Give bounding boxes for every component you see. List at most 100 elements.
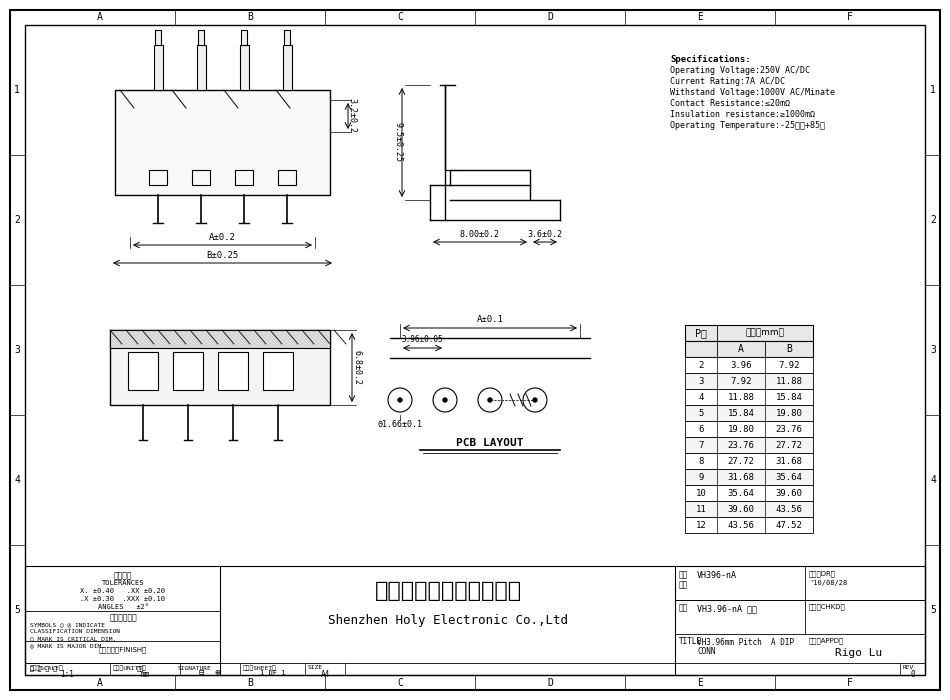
Bar [278,170,296,185]
Text: 表面处理（FINISH）: 表面处理（FINISH） [99,646,147,652]
Text: 改  动  描  述: 改 动 描 述 [30,666,57,671]
Text: F: F [847,678,853,688]
Text: 39.60: 39.60 [775,489,803,498]
Text: A: A [738,344,744,354]
Text: Rigo Lu: Rigo Lu [835,648,883,658]
Text: C: C [397,678,403,688]
Text: 27.72: 27.72 [775,440,803,449]
Text: A±0.2: A±0.2 [209,233,236,242]
Bar [685,469,813,485]
Bar [25,566,925,675]
Text: 15.84: 15.84 [775,393,803,402]
Text: SIZE: SIZE [308,665,323,670]
Text: 47.52: 47.52 [775,521,803,529]
Bar [685,517,813,533]
Text: CONN: CONN [697,647,715,656]
Text: 1: 1 [14,85,20,95]
Text: A: A [97,12,103,22]
Text: 工程: 工程 [679,570,688,579]
Text: 2: 2 [698,360,704,370]
Bar [685,341,813,357]
Text: 1 DF 1: 1 DF 1 [260,670,286,676]
Text: SYMBOLS ○ ◎ INDICATE: SYMBOLS ○ ◎ INDICATE [30,622,105,627]
Text: 2: 2 [930,215,936,225]
Bar [110,330,330,405]
Text: A: A [97,678,103,688]
Bar [685,357,813,373]
Text: 一般公差: 一般公差 [114,571,132,580]
Text: ◎ MARK IS MAJOR DIM.: ◎ MARK IS MAJOR DIM. [30,643,105,648]
Text: 4: 4 [14,475,20,485]
Text: 单位（UNITS）: 单位（UNITS） [113,665,146,671]
Text: 5: 5 [14,605,20,615]
Text: 10: 10 [695,489,707,498]
Bar [685,325,813,341]
Bar [154,45,162,90]
Bar [128,352,158,390]
Text: 张数（SHEET）: 张数（SHEET） [243,665,276,671]
Text: 2: 2 [14,215,20,225]
Bar [263,352,293,390]
Circle shape [398,398,402,402]
Bar [685,453,813,469]
Text: 标准（APPD）: 标准（APPD） [809,637,845,643]
Text: 11: 11 [695,505,707,514]
Text: VH3.96-nA 直针: VH3.96-nA 直针 [697,605,757,613]
Bar [685,485,813,501]
Text: 19.80: 19.80 [775,409,803,417]
Text: 3: 3 [930,345,936,355]
Text: 35.64: 35.64 [728,489,754,498]
Text: 15.84: 15.84 [728,409,754,417]
Text: 比例（SCALE）: 比例（SCALE） [30,665,64,671]
Text: .X ±0.30  .XXX ±0.10: .X ±0.30 .XXX ±0.10 [81,596,165,602]
Text: PCB LAYOUT: PCB LAYOUT [456,438,523,448]
Bar [115,90,330,195]
Text: VH3.96mm Pitch  A DIP: VH3.96mm Pitch A DIP [697,638,794,647]
Bar [110,330,330,348]
Text: B: B [247,12,253,22]
Text: 31.68: 31.68 [728,473,754,482]
Circle shape [533,398,537,402]
Text: 23.76: 23.76 [728,440,754,449]
Text: 3: 3 [698,377,704,386]
Text: 11.88: 11.88 [775,377,803,386]
Text: 5: 5 [698,409,704,417]
Text: 9.5±0.25: 9.5±0.25 [393,122,403,162]
Text: 3.96: 3.96 [731,360,751,370]
Bar [685,389,813,405]
Text: Insulation resistance:≥1000mΩ: Insulation resistance:≥1000mΩ [670,110,815,119]
Bar [239,45,249,90]
Text: 6.8±0.2: 6.8±0.2 [352,350,362,385]
Text: 12: 12 [695,521,707,529]
Circle shape [443,398,447,402]
Bar [284,30,290,45]
Text: 8.00±0.2: 8.00±0.2 [460,230,500,239]
Text: E: E [697,678,703,688]
Text: 11.88: 11.88 [728,393,754,402]
Text: 3.2±0.2: 3.2±0.2 [348,99,356,134]
Text: ⊟  ⊕: ⊟ ⊕ [200,668,220,677]
Bar [218,352,248,390]
Text: E: E [697,12,703,22]
Text: CLASSIFICATION DIMENSION: CLASSIFICATION DIMENSION [30,629,120,634]
Text: B: B [247,678,253,688]
Text: C: C [397,12,403,22]
Text: X. ±0.40   .XX ±0.20: X. ±0.40 .XX ±0.20 [81,588,165,594]
Text: 图号: 图号 [679,580,688,589]
Text: 制图（DR）: 制图（DR） [809,570,836,577]
Text: ○ MARK IS CRITICAL DIM.: ○ MARK IS CRITICAL DIM. [30,636,116,641]
Text: 7.92: 7.92 [778,360,800,370]
Text: 3.96±0.05: 3.96±0.05 [402,335,444,344]
Text: 深圳市宏利电子有限公司: 深圳市宏利电子有限公司 [374,581,522,601]
Bar [235,170,253,185]
Text: 尺寸（mm）: 尺寸（mm） [746,328,785,337]
Text: 日期: 日期 [136,666,143,671]
Text: F: F [847,12,853,22]
Text: 5: 5 [930,605,936,615]
Bar [685,437,813,453]
Text: SIGNATURE: SIGNATURE [179,666,212,671]
Circle shape [488,398,492,402]
Text: 4: 4 [698,393,704,402]
Text: 品名: 品名 [679,603,688,612]
Bar [149,170,167,185]
